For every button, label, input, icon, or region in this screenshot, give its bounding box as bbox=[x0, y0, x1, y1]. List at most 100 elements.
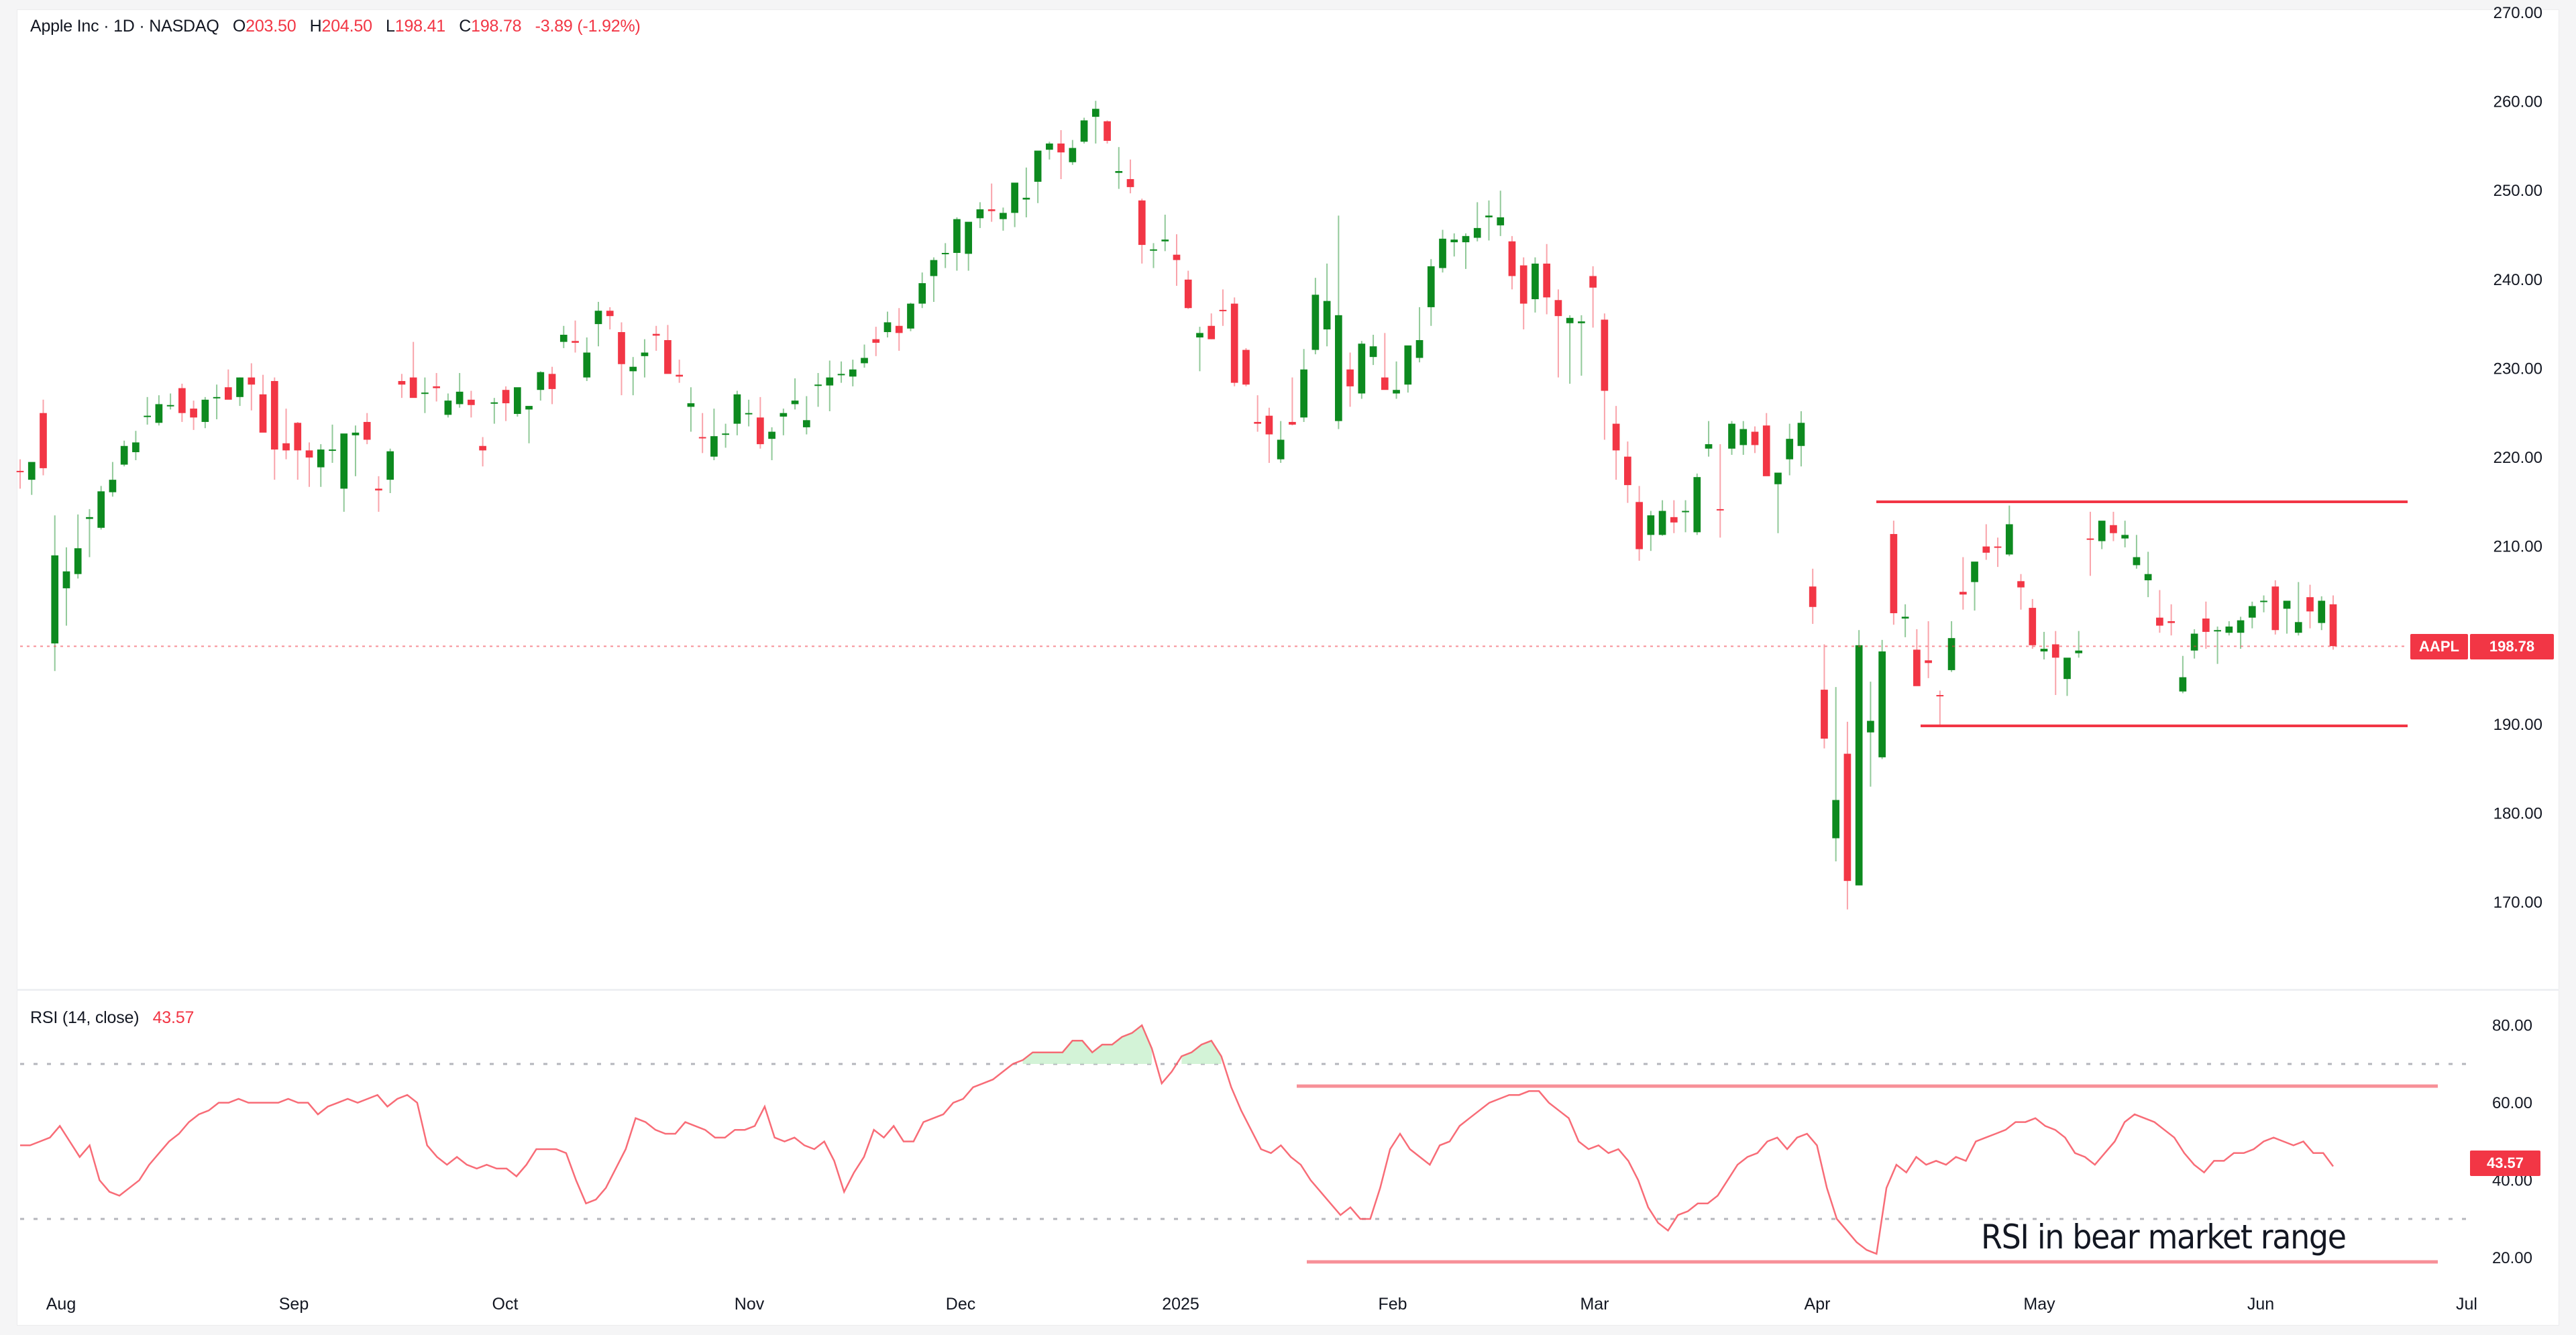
chart-panel bbox=[17, 9, 2559, 1326]
candle-down bbox=[606, 311, 614, 317]
candle-up bbox=[62, 571, 70, 588]
candle-up bbox=[1069, 148, 1077, 162]
candle-down bbox=[409, 377, 417, 398]
rsi-annotation-text[interactable]: RSI in bear market range bbox=[1981, 1218, 2347, 1257]
symbol-legend[interactable]: Apple Inc · 1D · NASDAQ O203.50 H204.50 … bbox=[30, 17, 641, 36]
candle-up bbox=[109, 480, 117, 492]
candle-down bbox=[305, 450, 313, 458]
candle-down bbox=[987, 209, 996, 211]
candle-up bbox=[1532, 263, 1539, 299]
candle-up bbox=[802, 420, 810, 427]
candle-up bbox=[329, 449, 336, 451]
candle-up bbox=[1439, 238, 1446, 268]
candle-up bbox=[1971, 562, 1978, 582]
candle-down bbox=[1670, 517, 1678, 523]
candle-up bbox=[641, 352, 649, 356]
price-tick-label: 270.00 bbox=[2493, 4, 2542, 22]
month-label-2025: 2025 bbox=[1162, 1295, 1199, 1314]
candle-up bbox=[1497, 217, 1505, 225]
candle-down bbox=[190, 409, 197, 418]
candle-up bbox=[74, 548, 82, 574]
candle-up bbox=[768, 431, 775, 439]
price-tick-label: 230.00 bbox=[2493, 360, 2542, 378]
rsi-title: RSI (14, close) bbox=[30, 1008, 140, 1027]
time-axis[interactable]: Aug Sep Oct Nov Dec 2025 Feb Mar Apr May Jun Jul bbox=[46, 1295, 2477, 1314]
candle-up bbox=[1034, 150, 1042, 182]
candle-down bbox=[1612, 423, 1620, 451]
candle-up bbox=[2294, 622, 2302, 633]
pane-separator[interactable] bbox=[17, 989, 2559, 991]
candle-down bbox=[1381, 377, 1389, 390]
candle-up bbox=[918, 283, 926, 304]
candle-up bbox=[455, 391, 464, 405]
candle-down bbox=[1762, 425, 1770, 476]
candle-down bbox=[1519, 265, 1527, 304]
candle-up bbox=[559, 335, 568, 342]
month-label-sep: Sep bbox=[279, 1295, 309, 1314]
candle-up bbox=[1196, 333, 1203, 337]
candle-down bbox=[2167, 621, 2175, 623]
rsi-legend[interactable]: RSI (14, close) 43.57 bbox=[30, 1008, 194, 1028]
candle-up bbox=[1011, 182, 1018, 213]
candle-up bbox=[1427, 266, 1435, 307]
candle-down bbox=[1219, 309, 1227, 311]
candle-up bbox=[1797, 423, 1805, 446]
candle-down bbox=[294, 423, 302, 451]
month-label-apr: Apr bbox=[1805, 1295, 1831, 1314]
candle-up bbox=[97, 491, 105, 528]
candle-up bbox=[1867, 720, 1874, 733]
candle-up bbox=[28, 462, 36, 480]
candle-down bbox=[2329, 604, 2337, 647]
candle-up bbox=[340, 433, 348, 489]
month-label-jun: Jun bbox=[2247, 1295, 2274, 1314]
candle-down bbox=[895, 325, 903, 333]
candle-up bbox=[594, 311, 602, 325]
candle-down bbox=[1265, 415, 1273, 435]
candle-up bbox=[1485, 215, 1493, 217]
candle-up bbox=[1080, 120, 1088, 142]
candle-up bbox=[1682, 511, 1689, 513]
open-value: 203.50 bbox=[246, 17, 297, 36]
candle-up bbox=[583, 352, 591, 378]
candle-up bbox=[1091, 109, 1099, 117]
change-value: -3.89 (-1.92%) bbox=[535, 17, 641, 36]
candle-down bbox=[872, 339, 880, 343]
month-label-feb: Feb bbox=[1378, 1295, 1407, 1314]
candle-up bbox=[1878, 651, 1886, 757]
candle-up bbox=[1450, 239, 1458, 243]
candle-down bbox=[1635, 502, 1643, 549]
candle-up bbox=[1369, 346, 1377, 358]
candle-down bbox=[1057, 143, 1065, 153]
rsi-value-tag: 43.57 bbox=[2470, 1151, 2540, 1176]
price-tick-label: 190.00 bbox=[2493, 716, 2542, 734]
candle-up bbox=[1774, 472, 1782, 484]
candle-up bbox=[733, 394, 741, 424]
price-tick-label: 210.00 bbox=[2493, 538, 2542, 556]
candle-down bbox=[1843, 753, 1851, 882]
candle-up bbox=[849, 369, 857, 377]
candle-up bbox=[1000, 213, 1007, 219]
candle-down bbox=[1230, 303, 1238, 383]
high-label: H bbox=[309, 17, 322, 36]
candle-up bbox=[1566, 317, 1574, 323]
candle-down bbox=[1890, 534, 1898, 614]
candle-up bbox=[1473, 227, 1481, 238]
price-range-lines[interactable] bbox=[1876, 500, 2408, 727]
candle-up bbox=[236, 377, 244, 397]
candle-up bbox=[1693, 477, 1701, 533]
rsi-tick-label: 60.00 bbox=[2492, 1094, 2532, 1112]
candle-up bbox=[629, 366, 637, 372]
candle-down bbox=[1543, 263, 1551, 298]
candle-up bbox=[213, 396, 221, 398]
rsi-value: 43.57 bbox=[152, 1008, 195, 1027]
candle-up bbox=[1947, 638, 1955, 670]
candle-up bbox=[2260, 600, 2267, 602]
high-value: 204.50 bbox=[321, 17, 372, 36]
overbought-fill bbox=[1022, 1025, 1222, 1064]
candle-down bbox=[270, 380, 278, 450]
candle-down bbox=[1104, 121, 1111, 141]
interval: 1D bbox=[113, 17, 135, 36]
exchange: NASDAQ bbox=[149, 17, 219, 36]
candle-down bbox=[2051, 644, 2059, 658]
